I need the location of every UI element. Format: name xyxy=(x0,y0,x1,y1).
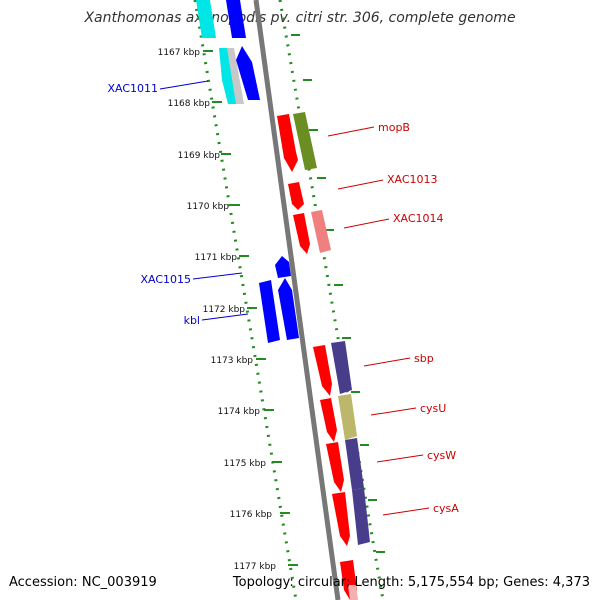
leader-XAC1014 xyxy=(343,218,390,229)
gene-sbp-cog xyxy=(331,341,352,394)
tick-label: 1175 kbp xyxy=(224,459,267,469)
tick-group-1174: 1174 kbp xyxy=(218,391,360,417)
accession-line: Accession: NC_003919 xyxy=(9,575,157,590)
gene-cysU-cog xyxy=(338,394,357,440)
gene-bottom-cog xyxy=(348,585,358,600)
leader-mopB xyxy=(327,126,375,137)
gene-cysU-forward xyxy=(320,398,337,442)
tick-label: 1176 kbp xyxy=(230,510,273,520)
leader-cysW xyxy=(376,454,424,463)
topology-line: Topology: circular; Length: 5,175,554 bp… xyxy=(232,575,590,590)
accession-label: Accession: xyxy=(9,575,78,590)
leader-XAC1013 xyxy=(337,179,384,190)
tick-label: 1171 kbp xyxy=(195,253,238,263)
gene-cyan-top xyxy=(196,0,216,38)
leader-sbp xyxy=(363,357,411,367)
tick-label: 1177 kbp xyxy=(234,562,277,572)
gene-label-kbl[interactable]: kbl xyxy=(184,314,200,327)
tick-label: 1174 kbp xyxy=(218,407,261,417)
gene-blue-top xyxy=(226,0,246,38)
tick-label: 1172 kbp xyxy=(203,305,246,315)
gene-cysA-cog xyxy=(352,488,370,545)
leader-XAC1015 xyxy=(192,272,243,280)
gene-blue-xac1011 xyxy=(236,46,260,100)
leader-XAC1011 xyxy=(159,80,209,90)
gene-mopB-forward xyxy=(277,114,298,172)
gene-label-mopB[interactable]: mopB xyxy=(378,121,410,134)
tick-label: 1168 kbp xyxy=(168,99,211,109)
gene-cysW-cog xyxy=(345,438,364,490)
tick-group-1168: 1168 kbp xyxy=(168,79,312,109)
leader-cysA xyxy=(382,507,430,516)
gene-XAC1013-forward xyxy=(288,182,304,210)
gene-label-XAC1015[interactable]: XAC1015 xyxy=(140,273,191,286)
tick-group-1170: 1170 kbp xyxy=(187,177,326,212)
gene-XAC1015-reverse xyxy=(275,256,291,278)
genome-backbone xyxy=(253,0,341,600)
gene-label-XAC1011[interactable]: XAC1011 xyxy=(107,82,158,95)
genome-title: Xanthomonas axonopodis pv. citri str. 30… xyxy=(84,10,516,26)
gene-XAC1014-cog xyxy=(311,210,331,253)
gene-cysW-forward xyxy=(326,442,344,492)
accession-value: NC_003919 xyxy=(81,575,157,590)
tick-group-1172: 1172 kbp xyxy=(203,284,343,315)
tick-group-1176: 1176 kbp xyxy=(230,499,377,520)
gene-XAC1014-forward xyxy=(293,213,310,254)
leader-kbl xyxy=(201,313,249,321)
gene-label-XAC1013[interactable]: XAC1013 xyxy=(387,173,438,186)
tick-label: 1173 kbp xyxy=(211,356,254,366)
gene-label-sbp[interactable]: sbp xyxy=(414,352,434,365)
gene-gray-xac1011 xyxy=(227,48,244,104)
tick-group-1167: 1167 kbp xyxy=(158,34,300,58)
gene-label-cysA[interactable]: cysA xyxy=(433,502,459,515)
gene-label-cysU[interactable]: cysU xyxy=(420,402,446,415)
tick-group-1171: 1171 kbp xyxy=(195,229,334,263)
gene-cysA-forward xyxy=(332,492,350,546)
leader-cysU xyxy=(370,407,417,416)
gene-label-XAC1014[interactable]: XAC1014 xyxy=(393,212,444,225)
gene-top-cluster xyxy=(196,0,260,104)
tick-label: 1170 kbp xyxy=(187,202,230,212)
tick-label: 1169 kbp xyxy=(178,151,221,161)
gene-kbl-reverse xyxy=(259,280,280,343)
gene-mopB-cog xyxy=(293,112,317,170)
tick-group-1175: 1175 kbp xyxy=(224,444,369,469)
tick-group-1177: 1177 kbp xyxy=(234,551,385,572)
tick-label: 1167 kbp xyxy=(158,48,201,58)
gene-kbl-reverse-2 xyxy=(278,278,299,340)
gene-label-cysW[interactable]: cysW xyxy=(427,449,456,462)
tick-group-1169: 1169 kbp xyxy=(178,129,318,161)
tick-group-1173: 1173 kbp xyxy=(211,337,351,366)
gene-sbp-forward xyxy=(313,345,332,396)
